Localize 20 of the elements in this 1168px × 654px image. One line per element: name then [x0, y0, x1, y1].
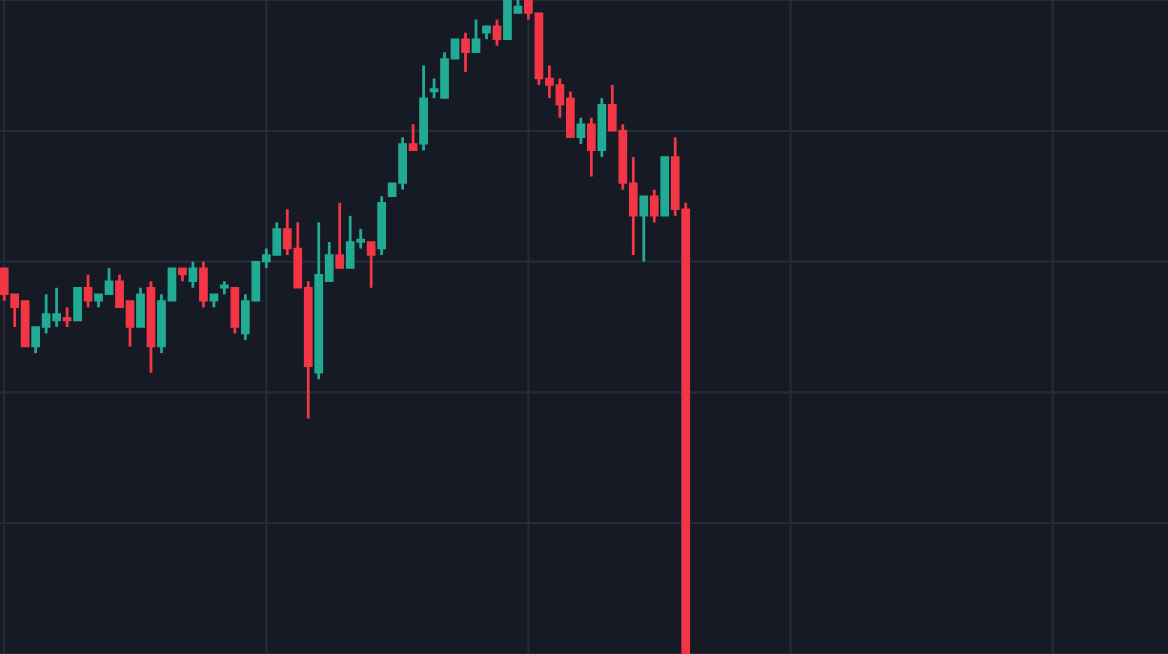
candlestick: [188, 260, 198, 290]
candlestick: [136, 286, 145, 329]
candlestick: [366, 240, 376, 290]
candlestick: [576, 116, 586, 146]
candlestick: [377, 194, 387, 257]
candlestick: [461, 31, 470, 74]
candlestick: [639, 194, 649, 263]
candlestick: [62, 305, 72, 329]
candlestick: [471, 18, 481, 54]
candlestick: [230, 286, 240, 335]
candlestick: [419, 64, 428, 152]
candlestick: [586, 116, 596, 178]
candlestick: [649, 188, 659, 224]
candlestick: [492, 18, 502, 48]
candlestick: [408, 122, 418, 152]
candlestick: [199, 260, 208, 309]
candlestick: [335, 201, 345, 270]
candlestick: [83, 273, 93, 309]
candlestick: [597, 96, 607, 159]
candlestick: [73, 287, 82, 322]
